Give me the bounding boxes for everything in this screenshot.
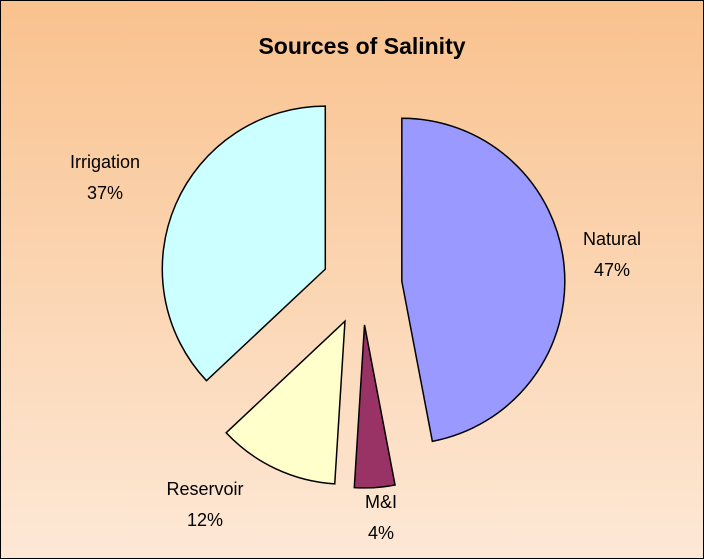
- slice-value-label: 12%: [187, 510, 223, 530]
- slice-label: M&I: [365, 492, 397, 512]
- slice-value-label: 37%: [87, 183, 123, 203]
- pie: [161, 105, 566, 489]
- slice-label: Reservoir: [166, 479, 243, 499]
- pie-slice: [353, 324, 396, 489]
- slice-value-label: 4%: [368, 523, 394, 543]
- slice-label: Irrigation: [70, 152, 140, 172]
- slice-label: Natural: [583, 229, 641, 249]
- pie-slice: [225, 319, 346, 485]
- slice-value-label: 47%: [594, 260, 630, 280]
- pie-slice: [401, 117, 566, 443]
- chart-title: Sources of Salinity: [258, 33, 465, 59]
- pie-slice: [161, 105, 327, 382]
